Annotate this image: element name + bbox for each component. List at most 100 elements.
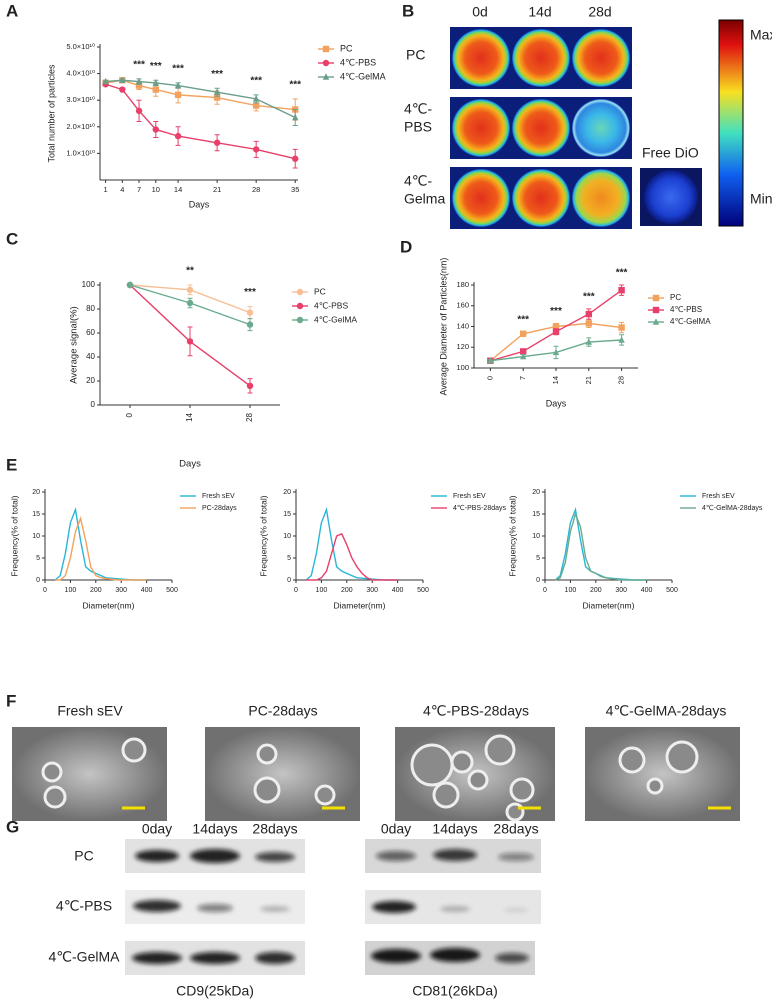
y-tick-label: 0: [287, 577, 291, 584]
marker: [520, 330, 527, 337]
y-tick-label: 5: [36, 555, 40, 562]
legend-label: 4℃-PBS: [670, 305, 702, 314]
marker: [246, 309, 254, 316]
x-axis-title: Days: [546, 398, 567, 408]
column-label: 0day: [381, 821, 411, 837]
x-axis-title: Days: [179, 459, 201, 470]
scale-min: Min: [750, 191, 772, 207]
row-label: PBS: [404, 119, 432, 135]
legend-label: PC-28days: [202, 505, 237, 512]
row-label: 4℃-PBS: [56, 898, 112, 914]
y-axis-title: Average Diameter of Particles(nm): [438, 258, 448, 396]
marker: [102, 77, 109, 85]
marker: [252, 95, 260, 102]
column-label: 14days: [432, 821, 477, 837]
x-tick-label: 200: [90, 587, 102, 594]
y-tick-label: 140: [456, 321, 469, 330]
y-tick-label: 20: [32, 489, 40, 496]
y-tick-label: 0: [36, 577, 40, 584]
row-label: 4℃-: [404, 101, 433, 117]
y-axis-title: Frequency(% of total): [9, 495, 19, 576]
y-tick-label: 2.0×10¹⁰: [66, 122, 95, 131]
x-tick-label: 200: [590, 587, 602, 594]
y-tick-label: 3.0×10¹⁰: [66, 95, 95, 104]
x-tick-label: 1: [103, 185, 107, 194]
marker: [174, 91, 182, 99]
marker: [585, 320, 592, 327]
legend-label: 4℃-GelMA-28days: [702, 505, 763, 512]
legend-label: 4℃-PBS-28days: [453, 505, 506, 512]
y-tick-label: 60: [86, 328, 95, 337]
legend-label: 4℃-PBS: [314, 300, 348, 310]
row-label: 4℃-GelMA: [49, 949, 121, 965]
marker: [213, 88, 221, 95]
significance-label: ***: [517, 314, 529, 325]
panel-f: Fresh sEV PC-28days 4℃-PBS-28days 4℃-Gel…: [12, 703, 740, 822]
x-axis-title: Diameter(nm): [583, 600, 635, 610]
x-tick-label: 21: [213, 185, 221, 194]
significance-label: ***: [150, 61, 162, 72]
marker: [152, 126, 159, 133]
x-tick-label: 500: [166, 587, 178, 594]
y-axis-title: Frequency(% of total): [507, 495, 517, 576]
panel-letter: B: [402, 1, 414, 20]
series-line: [554, 511, 647, 581]
legend-label: 4℃-GelMA: [314, 314, 357, 324]
marker: [135, 82, 143, 89]
panel-b: 0d 14d 28d PC 4℃- PBS 4℃- Gelma Free DiO…: [404, 4, 772, 229]
column-label: 28d: [588, 4, 611, 20]
column-label: 0day: [142, 821, 172, 837]
x-tick-label: 0: [43, 587, 47, 594]
vesicles: [41, 734, 699, 822]
legend-marker: [652, 306, 660, 314]
marker: [246, 382, 254, 389]
significance-label: ***: [172, 64, 184, 75]
marker: [135, 107, 143, 115]
marker: [119, 86, 126, 93]
column-label: 14d: [528, 4, 551, 20]
x-tick-label: 10: [152, 185, 160, 194]
marker: [186, 286, 194, 293]
legend-label: PC: [314, 286, 326, 296]
panel-letter: E: [6, 455, 17, 474]
legend-marker: [296, 316, 304, 324]
y-axis-title: Frequency(% of total): [258, 495, 268, 576]
x-tick-label: 0: [543, 587, 547, 594]
y-axis-title: Average signal(%): [69, 306, 80, 383]
legend-label: Fresh sEV: [453, 493, 486, 500]
column-label: 0d: [472, 4, 488, 20]
color-bar: [718, 19, 744, 227]
x-tick-label: 4: [120, 185, 124, 194]
x-tick-label: 400: [641, 587, 653, 594]
x-tick-label: 400: [141, 587, 153, 594]
y-tick-label: 120: [456, 342, 469, 351]
marker: [119, 76, 126, 83]
column-label: 28days: [252, 821, 297, 837]
panel-letter: G: [6, 817, 19, 836]
free-dio-label: Free DiO: [642, 145, 699, 161]
image-label: PC-28days: [248, 703, 317, 719]
marker: [135, 77, 143, 85]
x-tick-label: 28: [245, 412, 254, 421]
legend-marker: [652, 318, 660, 325]
y-tick-label: 10: [532, 533, 540, 540]
legend-label: Fresh sEV: [702, 493, 735, 500]
row-label: PC: [74, 848, 93, 864]
blot-caption: CD81(26kDa): [412, 983, 498, 999]
marker: [186, 338, 194, 345]
significance-label: ***: [244, 287, 256, 298]
tem-image: [585, 727, 740, 821]
marker: [174, 132, 182, 140]
legend-label: Fresh sEV: [202, 493, 235, 500]
marker: [152, 86, 159, 93]
legend-marker: [322, 45, 330, 53]
x-tick-label: 28: [617, 376, 626, 384]
legend-label: PC: [340, 43, 353, 53]
column-label: 14days: [192, 821, 237, 837]
panel-g: 0day 14days 28days 0day 14days 28days PC…: [49, 821, 541, 999]
significance-label: ***: [289, 80, 301, 91]
series-line: [305, 506, 398, 581]
well: [572, 99, 630, 157]
image-label: Fresh sEV: [57, 703, 123, 719]
